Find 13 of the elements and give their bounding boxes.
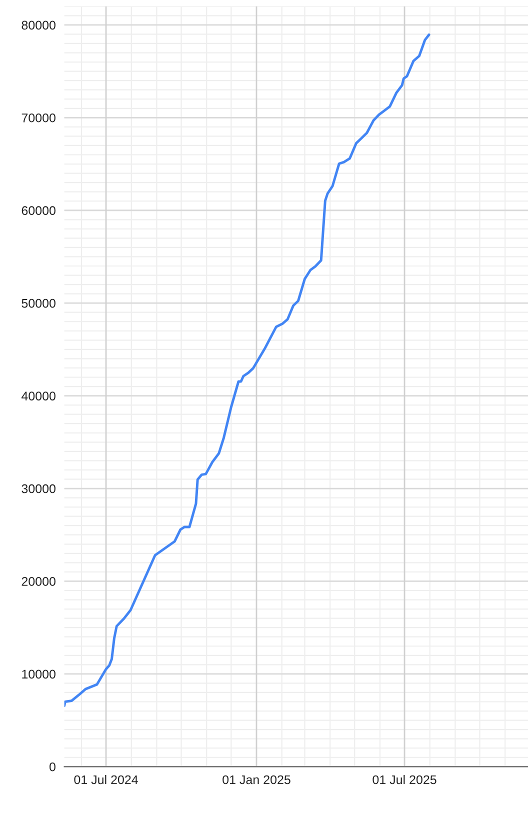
line-series (64, 33, 430, 707)
y-tick-label: 10000 (22, 670, 56, 679)
x-tick-label: 01 Jan 2025 (222, 775, 290, 784)
x-tick-label: 01 Jul 2024 (74, 774, 138, 784)
y-tick-label: 30000 (22, 484, 56, 494)
y-tick-label: 40000 (22, 392, 56, 400)
y-tick-label: 20000 (22, 577, 56, 586)
y-tick-label: 50000 (22, 298, 56, 308)
x-tick-label: 01 Jul 2025 (372, 774, 436, 784)
y-tick-label: 80000 (22, 20, 56, 30)
y-tick-label: 0 (50, 762, 56, 772)
y-tick-label: 70000 (22, 113, 56, 122)
y-tick-label: 60000 (22, 206, 56, 216)
